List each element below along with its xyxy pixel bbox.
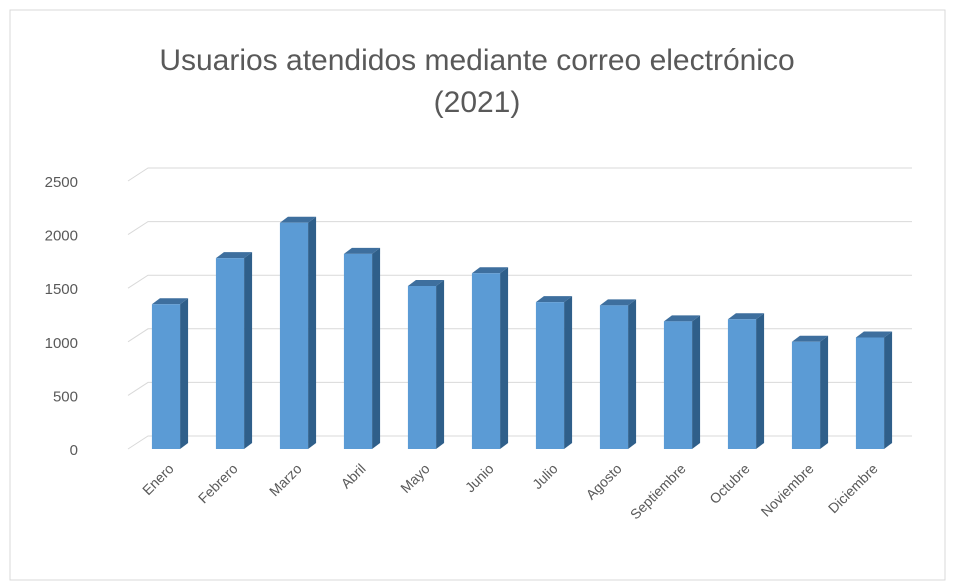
- bar: [535, 296, 573, 449]
- bar: [855, 331, 893, 449]
- bar-face: [308, 216, 317, 449]
- bar-face: [215, 258, 245, 449]
- grid-line: [127, 435, 912, 450]
- y-tick-label: 2500: [45, 174, 78, 191]
- bar-face: [535, 296, 573, 303]
- grid-line: [127, 328, 912, 343]
- bar-face: [884, 331, 893, 449]
- bar-face: [500, 267, 509, 449]
- bar-face: [727, 313, 765, 320]
- bar: [727, 313, 765, 449]
- bar-face: [471, 267, 509, 274]
- bar-face: [564, 296, 573, 449]
- chart-title: Usuarios atendidos mediante correo elect…: [159, 44, 794, 77]
- bar-face: [628, 299, 637, 449]
- bar-face: [535, 302, 565, 449]
- bar-face: [407, 286, 437, 449]
- bar-face: [279, 216, 317, 223]
- bar: [791, 335, 829, 449]
- bar-face: [244, 252, 253, 449]
- bar-face: [663, 321, 693, 449]
- bar-face: [372, 247, 381, 449]
- grid-line: [127, 274, 912, 289]
- bar-face: [855, 331, 893, 338]
- bar-face: [279, 222, 309, 449]
- bar-face: [343, 247, 381, 254]
- bar: [151, 298, 189, 449]
- y-tick-label: 0: [70, 442, 78, 459]
- bar-face: [407, 280, 445, 287]
- bar-face: [791, 341, 821, 449]
- bar-face: [215, 252, 253, 259]
- bar: [471, 267, 509, 449]
- bar-face: [151, 304, 181, 449]
- bar-face: [471, 273, 501, 449]
- y-tick-label: 1500: [45, 281, 78, 298]
- bar: [599, 299, 637, 449]
- bar: [343, 247, 381, 449]
- bar: [279, 216, 317, 449]
- bar: [407, 280, 445, 449]
- y-tick-label: 1000: [45, 335, 78, 352]
- bar-face: [151, 298, 189, 305]
- bar-face: [727, 319, 757, 449]
- bar-face: [180, 298, 189, 449]
- chart-title: (2021): [434, 86, 521, 119]
- grid-line: [127, 381, 912, 396]
- bar-face: [663, 315, 701, 322]
- y-tick-label: 2000: [45, 228, 78, 245]
- bar-face: [791, 335, 829, 342]
- bar: [663, 315, 701, 449]
- bar-face: [343, 253, 373, 449]
- bar: [215, 252, 253, 449]
- bar-face: [820, 335, 829, 449]
- bar-face: [599, 299, 637, 306]
- bar-face: [436, 280, 445, 449]
- grid-line: [127, 167, 912, 182]
- bar-face: [692, 315, 701, 449]
- bar-face: [599, 305, 629, 449]
- y-tick-label: 500: [53, 388, 78, 405]
- bar-face: [756, 313, 765, 449]
- bar-face: [855, 337, 885, 449]
- grid-line: [127, 221, 912, 236]
